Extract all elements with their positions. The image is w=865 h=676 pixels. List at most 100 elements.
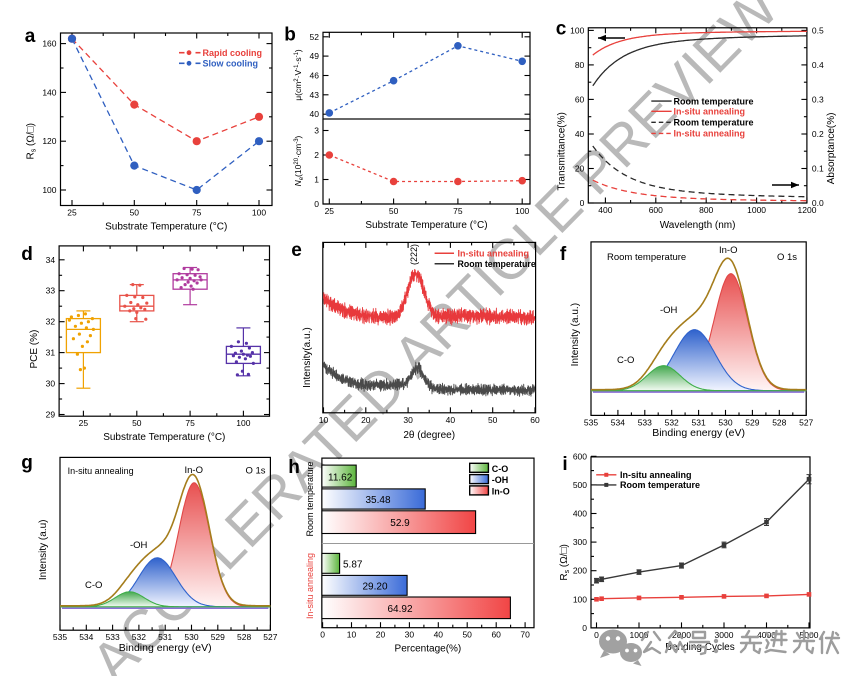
svg-text:3000: 3000 [715, 630, 734, 640]
svg-text:0: 0 [314, 199, 319, 209]
svg-text:75: 75 [192, 208, 202, 218]
svg-text:0.3: 0.3 [812, 94, 824, 104]
svg-text:50: 50 [462, 630, 472, 640]
svg-text:0: 0 [582, 623, 587, 633]
svg-text:Rs (Ω/□): Rs (Ω/□) [559, 544, 571, 580]
svg-text:b: b [284, 25, 296, 46]
svg-text:532: 532 [132, 632, 146, 642]
svg-text:-OH: -OH [492, 475, 509, 485]
svg-text:100: 100 [42, 185, 56, 195]
svg-text:Room temperature: Room temperature [674, 96, 754, 106]
svg-text:In-situ annealing: In-situ annealing [68, 466, 134, 476]
svg-text:Slow cooling: Slow cooling [203, 59, 259, 69]
svg-text:0.5: 0.5 [812, 25, 824, 35]
svg-text:33: 33 [46, 286, 56, 296]
svg-text:100: 100 [573, 594, 587, 604]
svg-text:0.0: 0.0 [812, 198, 824, 208]
svg-text:Ne(1020·cm-3): Ne(1020·cm-3) [293, 135, 305, 186]
svg-text:(222): (222) [409, 244, 419, 265]
svg-text:100: 100 [252, 208, 266, 218]
svg-text:Rs (Ω/□): Rs (Ω/□) [25, 123, 37, 159]
svg-text:528: 528 [237, 632, 251, 642]
svg-text:60: 60 [530, 415, 540, 425]
svg-text:f: f [560, 244, 567, 265]
svg-text:2: 2 [314, 150, 319, 160]
svg-text:70: 70 [520, 630, 530, 640]
svg-text:Room temperature: Room temperature [620, 480, 700, 490]
svg-text:PCE (%): PCE (%) [29, 330, 40, 369]
svg-text:52: 52 [310, 32, 320, 42]
svg-text:C-O: C-O [492, 464, 509, 474]
svg-text:C-O: C-O [85, 580, 102, 591]
svg-text:1000: 1000 [630, 630, 649, 640]
svg-text:100: 100 [570, 25, 584, 35]
svg-text:In-O: In-O [719, 245, 737, 256]
svg-text:0: 0 [594, 630, 599, 640]
svg-text:Intensity (a.u.): Intensity (a.u.) [570, 303, 581, 366]
svg-text:3: 3 [314, 126, 319, 136]
svg-text:0.1: 0.1 [812, 164, 824, 174]
svg-text:In-O: In-O [492, 486, 510, 496]
svg-text:31: 31 [46, 348, 56, 358]
svg-text:529: 529 [745, 417, 759, 427]
svg-text:O 1s: O 1s [777, 252, 797, 263]
svg-text:Room temperature: Room temperature [607, 252, 686, 263]
svg-text:Substrate Temperature (°C): Substrate Temperature (°C) [105, 222, 227, 233]
svg-text:10: 10 [319, 415, 329, 425]
svg-text:40: 40 [446, 415, 456, 425]
svg-text:527: 527 [799, 417, 813, 427]
svg-text:533: 533 [638, 417, 652, 427]
svg-text:2θ (degree): 2θ (degree) [403, 430, 455, 441]
svg-text:C-O: C-O [617, 355, 634, 366]
svg-text:Binding energy (eV): Binding energy (eV) [119, 642, 212, 654]
svg-text:60: 60 [491, 630, 501, 640]
svg-text:1: 1 [314, 175, 319, 185]
svg-text:530: 530 [718, 417, 732, 427]
svg-text:800: 800 [699, 205, 713, 215]
svg-text:400: 400 [573, 509, 587, 519]
svg-text:Room temperature: Room temperature [674, 118, 754, 128]
svg-text:0: 0 [580, 198, 585, 208]
svg-text:50: 50 [130, 208, 140, 218]
svg-text:h: h [288, 457, 300, 478]
svg-text:Intensity(a.u.): Intensity(a.u.) [302, 327, 313, 388]
svg-text:40: 40 [310, 109, 320, 119]
svg-text:32: 32 [46, 317, 56, 327]
svg-text:25: 25 [325, 206, 335, 216]
svg-text:0.4: 0.4 [812, 60, 824, 70]
svg-text:50: 50 [389, 206, 399, 216]
svg-text:10: 10 [347, 630, 357, 640]
svg-text:600: 600 [649, 205, 663, 215]
svg-text:533: 533 [106, 632, 120, 642]
svg-text:46: 46 [310, 71, 320, 81]
svg-text:Intensity (a.u): Intensity (a.u) [38, 520, 49, 581]
svg-text:g: g [21, 453, 33, 474]
svg-text:-OH: -OH [660, 305, 678, 316]
svg-text:1200: 1200 [798, 205, 817, 215]
svg-text:In-situ annealing: In-situ annealing [674, 129, 746, 139]
svg-text:534: 534 [79, 632, 93, 642]
svg-text:35.48: 35.48 [365, 495, 390, 506]
svg-text:Substrate Temperature (°C): Substrate Temperature (°C) [103, 432, 225, 443]
svg-text:530: 530 [184, 632, 198, 642]
svg-text:527: 527 [263, 632, 277, 642]
svg-text:531: 531 [692, 417, 706, 427]
svg-text:30: 30 [46, 379, 56, 389]
svg-text:200: 200 [573, 566, 587, 576]
svg-text:43: 43 [310, 90, 320, 100]
svg-text:80: 80 [575, 60, 585, 70]
svg-text:30: 30 [403, 415, 413, 425]
svg-text:Rapid cooling: Rapid cooling [203, 48, 263, 58]
svg-text:-OH: -OH [130, 540, 148, 551]
svg-text:40: 40 [434, 630, 444, 640]
svg-text:In-situ annealing: In-situ annealing [674, 107, 746, 117]
svg-text:29: 29 [46, 410, 56, 420]
svg-text:25: 25 [67, 208, 77, 218]
svg-text:Binding energy (eV): Binding energy (eV) [652, 427, 745, 439]
svg-text:i: i [562, 454, 567, 475]
svg-text:In-situ annealing: In-situ annealing [305, 553, 315, 619]
svg-text:300: 300 [573, 537, 587, 547]
svg-text:64.92: 64.92 [387, 604, 412, 615]
svg-text:25: 25 [79, 418, 89, 428]
svg-text:0: 0 [320, 630, 325, 640]
